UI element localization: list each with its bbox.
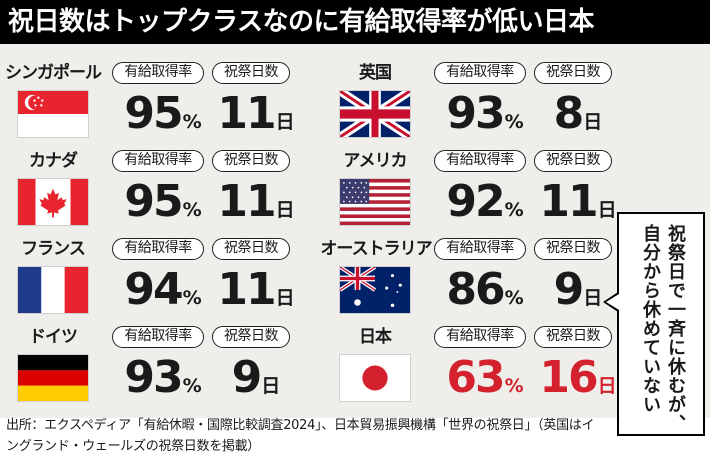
- days-label: 祝祭日数: [212, 326, 290, 348]
- rate-value: 94%: [124, 264, 202, 315]
- country-name: ドイツ: [29, 327, 78, 347]
- days-value: 9日: [553, 264, 603, 315]
- country-name: フランス: [21, 239, 86, 259]
- days-label: 祝祭日数: [212, 150, 290, 172]
- rate-value: 93%: [124, 352, 202, 403]
- page-title: 祝日数はトップクラスなのに有給取得率が低い日本: [0, 0, 710, 44]
- days-value: 8日: [553, 88, 603, 139]
- country-card-japan: 日本 有給取得率 祝祭日数 63% 16日: [324, 322, 624, 408]
- comparison-panel: シンガポール 有給取得率 祝祭日数 95% 11日 英国: [0, 44, 710, 418]
- country-name: シンガポール: [5, 63, 102, 83]
- country-card-canada: カナダ 有給取得率 祝祭日数 95% 11日: [2, 146, 302, 232]
- rate-label: 有給取得率: [434, 326, 526, 348]
- rate-value: 86%: [446, 264, 524, 315]
- country-name: オーストラリア: [320, 239, 432, 259]
- callout-text-line-2: 自分から休めていない: [640, 224, 661, 414]
- usa-flag-icon: [339, 178, 411, 226]
- rate-label: 有給取得率: [112, 326, 204, 348]
- days-label: 祝祭日数: [212, 238, 290, 260]
- uk-flag-icon: [339, 90, 411, 138]
- callout-text-line-1: 祝祭日で一斉に休むが、: [665, 224, 686, 433]
- country-card-france: フランス 有給取得率 祝祭日数 94% 11日: [2, 234, 302, 320]
- rate-value: 95%: [124, 88, 202, 139]
- rate-label: 有給取得率: [112, 62, 204, 84]
- country-card-australia: オーストラリア 有給取得率 祝祭日数 86% 9日: [320, 234, 624, 320]
- source-note: 出所：エクスペディア「有給休暇・国際比較調査2024」、日本貿易振興機構「世界の…: [6, 418, 595, 454]
- country-name: 日本: [359, 327, 392, 347]
- japan-flag-icon: [339, 354, 411, 402]
- country-card-uk: 英国 有給取得率 祝祭日数 93% 8日: [324, 58, 624, 144]
- australia-flag-icon: [339, 266, 411, 314]
- france-flag-icon: [17, 266, 89, 314]
- canada-flag-icon: [17, 178, 89, 226]
- days-label: 祝祭日数: [534, 62, 612, 84]
- country-card-singapore: シンガポール 有給取得率 祝祭日数 95% 11日: [2, 58, 302, 144]
- callout-box: [617, 212, 705, 436]
- singapore-flag-icon: [17, 90, 89, 138]
- rate-value-highlight: 63%: [446, 352, 524, 403]
- days-value: 11日: [217, 88, 295, 139]
- rate-label: 有給取得率: [434, 62, 526, 84]
- rate-label: 有給取得率: [112, 150, 204, 172]
- germany-flag-icon: [17, 354, 89, 402]
- country-name: アメリカ: [343, 151, 407, 171]
- days-label: 祝祭日数: [212, 62, 290, 84]
- rate-value: 93%: [446, 88, 524, 139]
- days-label: 祝祭日数: [534, 150, 612, 172]
- rate-value: 95%: [124, 176, 202, 227]
- rate-label: 有給取得率: [434, 238, 526, 260]
- days-label: 祝祭日数: [534, 326, 612, 348]
- country-card-usa: アメリカ 有給取得率 祝祭日: [324, 146, 624, 232]
- rate-label: 有給取得率: [434, 150, 526, 172]
- days-value: 11日: [539, 176, 617, 227]
- days-value: 11日: [217, 264, 295, 315]
- country-card-germany: ドイツ 有給取得率 祝祭日数 93% 9日: [2, 322, 302, 408]
- days-value-highlight: 16日: [539, 352, 617, 403]
- rate-value: 92%: [446, 176, 524, 227]
- country-name: 英国: [359, 63, 392, 83]
- days-value: 9日: [231, 352, 281, 403]
- days-label: 祝祭日数: [534, 238, 612, 260]
- rate-label: 有給取得率: [112, 238, 204, 260]
- callout-pointer-fill: [606, 294, 619, 310]
- country-name: カナダ: [29, 151, 78, 171]
- days-value: 11日: [217, 176, 295, 227]
